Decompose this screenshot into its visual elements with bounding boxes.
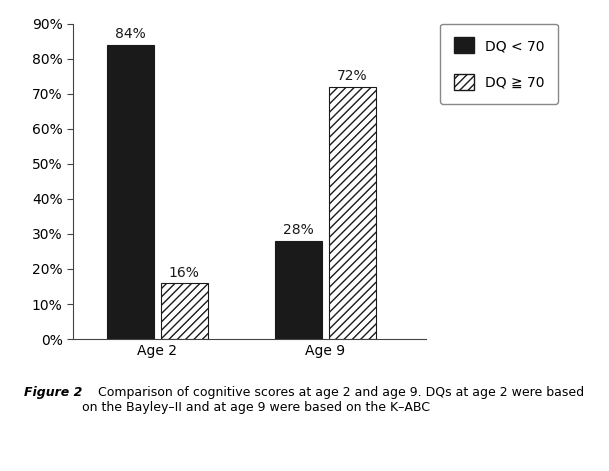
Text: 28%: 28% xyxy=(283,223,314,237)
Legend: DQ < 70, DQ ≧ 70: DQ < 70, DQ ≧ 70 xyxy=(440,24,558,104)
Text: 72%: 72% xyxy=(337,69,368,83)
Text: 84%: 84% xyxy=(115,27,146,41)
Bar xyxy=(329,87,376,339)
Bar xyxy=(275,241,322,339)
Bar xyxy=(161,283,208,339)
Text: 16%: 16% xyxy=(169,266,200,279)
Text: Figure 2: Figure 2 xyxy=(24,386,83,399)
Bar xyxy=(107,45,154,339)
Text: Comparison of cognitive scores at age 2 and age 9. DQs at age 2 were based
on th: Comparison of cognitive scores at age 2 … xyxy=(82,386,584,414)
